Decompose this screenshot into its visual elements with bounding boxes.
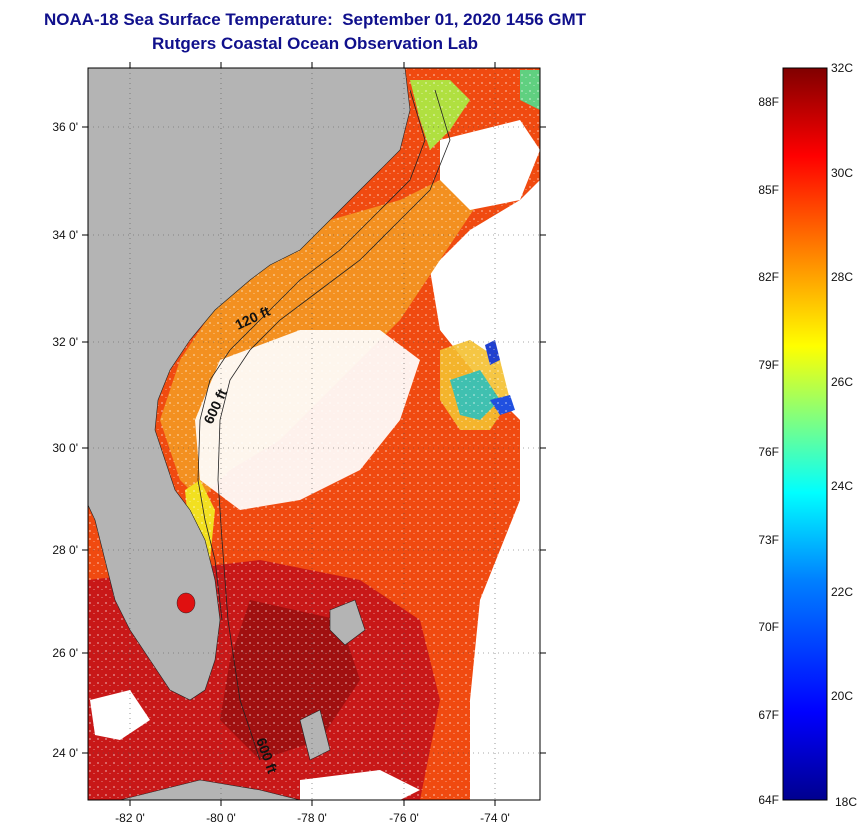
colorbar-c-label: 28C [831,270,853,284]
lat-tick-label: 30 0' [52,441,78,455]
lon-tick-label: -82 0' [115,811,145,825]
sst-map: 120 ft 600 ft 600 ft [88,68,540,800]
colorbar-c-label: 24C [831,479,853,493]
land-bahamas [329,599,366,646]
map-subtitle: Rutgers Coastal Ocean Observation Lab [152,34,478,53]
lon-tick-label: -78 0' [297,811,327,825]
land-cuba [119,779,301,800]
colorbar-c-label: 20C [831,689,853,703]
axis-ticks [82,62,546,806]
lat-tick-label: 24 0' [52,746,78,760]
lat-tick-label: 34 0' [52,228,78,242]
contour-120ft [197,89,426,621]
colorbar-f-label: 64F [758,793,779,807]
graticule [88,68,540,800]
lat-tick-label: 32 0' [52,335,78,349]
colorbar-f-label: 70F [758,620,779,634]
colorbar-f-label: 88F [758,95,779,109]
lon-tick-label: -76 0' [389,811,419,825]
colorbar-c-label: 22C [831,585,853,599]
colorbar-c-label: 30C [831,166,853,180]
lon-tick-label: -80 0' [206,811,236,825]
map-title: NOAA-18 Sea Surface Temperature: Septemb… [43,10,587,29]
plot-frame [87,67,541,801]
colorbar-c-label: 18C [835,795,857,809]
contour-600ft [217,89,451,761]
colorbar-c-label: 32C [831,61,853,75]
colorbar-c-label: 26C [831,375,853,389]
lat-tick-label: 28 0' [52,543,78,557]
colorbar-f-label: 76F [758,445,779,459]
colorbar-f-label: 82F [758,270,779,284]
colorbar-f-label: 67F [758,708,779,722]
temperature-colorbar: 88F 85F 82F 79F 76F 73F 70F 67F 64F 32C … [758,61,857,809]
colorbar-f-label: 85F [758,183,779,197]
colorbar-gradient [782,67,828,801]
lat-tick-label: 26 0' [52,646,78,660]
lake-okeechobee [176,592,196,614]
land-southeast-us [88,68,411,701]
lat-tick-label: 36 0' [52,120,78,134]
land-andros [299,709,331,761]
lon-tick-label: -74 0' [480,811,510,825]
colorbar-f-label: 79F [758,358,779,372]
colorbar-f-label: 73F [758,533,779,547]
